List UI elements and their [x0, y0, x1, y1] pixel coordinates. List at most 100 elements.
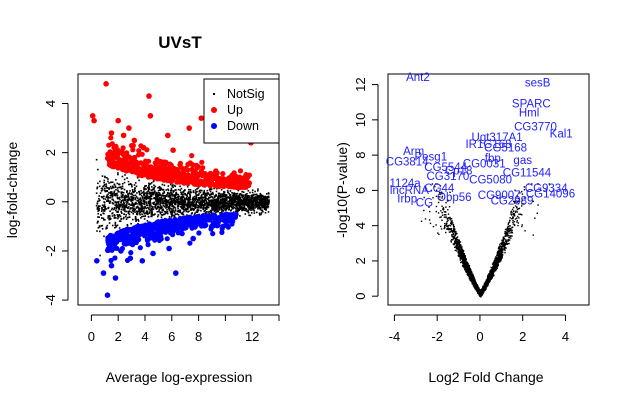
volcano-point: [507, 225, 510, 228]
notsig-point: [136, 203, 138, 205]
notsig-point: [160, 216, 163, 218]
notsig-point: [118, 186, 120, 189]
notsig-point: [224, 193, 227, 196]
notsig-point: [256, 195, 259, 198]
notsig-point: [128, 197, 130, 199]
notsig-point: [157, 214, 160, 216]
notsig-point: [172, 209, 174, 211]
notsig-point: [147, 190, 150, 192]
down-point: [112, 255, 118, 261]
notsig-point: [264, 199, 266, 201]
notsig-point: [170, 200, 173, 202]
up-point: [206, 173, 212, 179]
notsig-point: [179, 189, 182, 191]
volcano-point: [498, 248, 501, 250]
notsig-point: [129, 208, 131, 210]
notsig-point: [267, 202, 270, 204]
notsig-point: [132, 205, 134, 207]
volcano-point: [504, 244, 506, 247]
notsig-point: [149, 202, 152, 204]
notsig-point: [219, 203, 222, 206]
notsig-point: [227, 203, 230, 206]
notsig-point: [195, 202, 197, 205]
notsig-point: [215, 199, 218, 202]
notsig-point: [131, 189, 134, 191]
up-point: [200, 170, 206, 176]
volcano-point: [448, 217, 450, 219]
notsig-point: [150, 215, 152, 218]
x-tick-label: 8: [195, 329, 202, 344]
volcano-point: [510, 213, 512, 215]
notsig-point: [226, 207, 228, 210]
volcano-point: [507, 222, 510, 224]
notsig-point: [209, 203, 211, 206]
notsig-point: [159, 187, 161, 190]
notsig-point: [149, 211, 151, 213]
notsig-point: [216, 199, 219, 202]
notsig-point: [242, 198, 245, 200]
notsig-point: [262, 199, 264, 202]
notsig-point: [137, 206, 140, 209]
notsig-point: [226, 201, 228, 204]
notsig-point: [115, 217, 117, 219]
down-point: [110, 234, 116, 240]
notsig-point: [260, 194, 263, 196]
volcano-point: [458, 255, 460, 258]
notsig-point: [166, 201, 168, 203]
notsig-point: [166, 204, 168, 207]
notsig-point: [233, 201, 236, 204]
notsig-point: [176, 196, 178, 199]
volcano-point: [501, 241, 503, 244]
notsig-point: [203, 189, 206, 192]
notsig-point: [208, 202, 210, 204]
notsig-point: [245, 196, 248, 199]
notsig-point: [121, 196, 123, 199]
notsig-point: [251, 189, 254, 191]
notsig-point: [258, 212, 261, 215]
notsig-point: [156, 193, 158, 195]
volcano-point: [499, 243, 501, 246]
volcano-plot-points: [420, 183, 550, 298]
notsig-point: [96, 222, 99, 224]
notsig-point: [181, 196, 184, 198]
notsig-point: [254, 204, 257, 207]
notsig-point: [146, 204, 148, 206]
notsig-point: [150, 198, 153, 200]
notsig-point: [116, 224, 119, 227]
notsig-point: [242, 209, 245, 211]
notsig-point: [100, 214, 102, 216]
notsig-point: [132, 190, 134, 193]
notsig-point: [232, 192, 234, 195]
notsig-point: [115, 209, 117, 212]
notsig-point: [180, 203, 182, 205]
notsig-point: [171, 193, 174, 195]
notsig-point: [261, 201, 264, 203]
notsig-point: [168, 215, 171, 218]
notsig-point: [182, 211, 184, 214]
volcano-point: [447, 219, 449, 222]
notsig-point: [170, 208, 173, 210]
notsig-point: [267, 206, 270, 208]
notsig-point: [102, 209, 104, 211]
notsig-point: [107, 178, 109, 180]
notsig-point: [195, 191, 197, 194]
notsig-point: [169, 195, 171, 197]
notsig-point: [134, 188, 136, 190]
notsig-point: [191, 198, 194, 201]
notsig-point: [247, 212, 250, 214]
notsig-point: [132, 191, 135, 194]
up-point: [221, 179, 227, 185]
notsig-point: [125, 210, 128, 213]
notsig-point: [119, 203, 122, 206]
up-point: [118, 149, 124, 155]
notsig-point: [128, 206, 130, 208]
notsig-point: [231, 201, 233, 204]
volcano-point: [503, 242, 505, 244]
notsig-point: [120, 211, 122, 213]
notsig-point: [150, 189, 153, 192]
notsig-point: [251, 206, 254, 209]
volcano-point: [511, 235, 513, 237]
notsig-point: [177, 197, 180, 199]
notsig-point: [115, 206, 118, 208]
